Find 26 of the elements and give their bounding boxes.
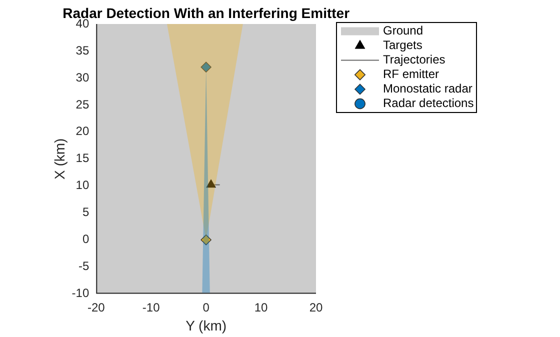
legend-label: Trajectories	[383, 52, 446, 67]
y-tick-label: 35	[76, 43, 90, 58]
x-tick-label: -10	[142, 300, 160, 314]
y-tick-label: 5	[82, 205, 90, 220]
y-axis-title: X (km)	[51, 138, 68, 180]
x-tick-label: 10	[254, 300, 268, 314]
point	[200, 234, 212, 246]
legend-label: RF emitter	[383, 67, 440, 82]
y-tick-label: 15	[76, 151, 90, 166]
y-tick-label: -5	[78, 259, 90, 274]
y-tick-label: 30	[76, 70, 90, 84]
point	[200, 62, 212, 73]
x-tick-label: -20	[87, 300, 106, 314]
x-axis-title: Y (km)	[186, 317, 227, 334]
y-tick-label: 20	[76, 124, 90, 138]
y-tick-label: -10	[72, 286, 90, 300]
y-tick-label: 25	[76, 97, 90, 112]
y-tick-label: 0	[82, 232, 90, 246]
point	[206, 179, 216, 188]
x-tick-label: 0	[202, 300, 210, 314]
legend-label: Targets	[383, 38, 422, 52]
x-tick-label: 20	[309, 300, 323, 314]
legend-label: Monostatic radar	[383, 82, 472, 96]
y-tick-label: 10	[76, 178, 90, 192]
text: Ground	[383, 24, 424, 38]
legend-label: Radar detections	[383, 96, 474, 110]
